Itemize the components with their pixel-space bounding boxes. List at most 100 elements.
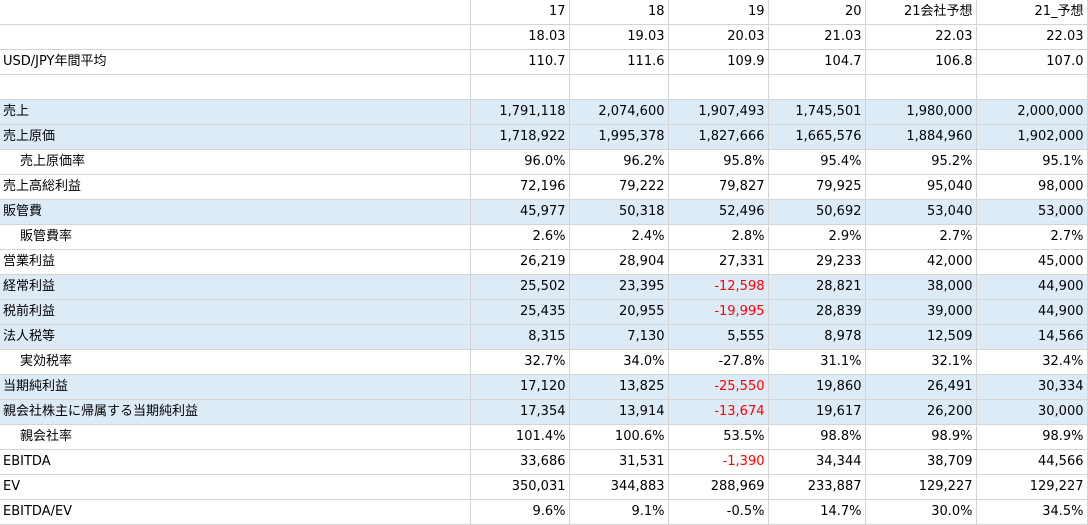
value-cell[interactable]: 28,821 xyxy=(768,274,866,300)
value-cell[interactable]: 9.1% xyxy=(569,499,669,525)
row-label-cell[interactable]: 売上原価 xyxy=(0,124,471,150)
row-label-cell[interactable]: 販管費 xyxy=(0,199,471,225)
value-cell[interactable]: 31.1% xyxy=(768,349,866,375)
value-cell[interactable]: 1,907,493 xyxy=(668,99,769,125)
value-cell[interactable]: 9.6% xyxy=(470,499,570,525)
value-cell[interactable]: 32.7% xyxy=(470,349,570,375)
value-cell[interactable]: 95.1% xyxy=(976,149,1088,175)
row-label-cell[interactable]: 親会社率 xyxy=(0,424,471,450)
value-cell[interactable] xyxy=(668,74,769,100)
value-cell[interactable]: 79,925 xyxy=(768,174,866,200)
header-period-cell[interactable]: 22.03 xyxy=(865,24,977,50)
row-label-cell[interactable]: 売上 xyxy=(0,99,471,125)
value-cell[interactable]: 109.9 xyxy=(668,49,769,75)
value-cell[interactable]: 1,995,378 xyxy=(569,124,669,150)
value-cell[interactable]: 1,902,000 xyxy=(976,124,1088,150)
row-label-cell[interactable]: 当期純利益 xyxy=(0,374,471,400)
value-cell[interactable]: 96.2% xyxy=(569,149,669,175)
value-cell[interactable]: 111.6 xyxy=(569,49,669,75)
value-cell[interactable]: 1,827,666 xyxy=(668,124,769,150)
header-corner-cell[interactable] xyxy=(0,24,471,50)
value-cell[interactable]: 95,040 xyxy=(865,174,977,200)
value-cell[interactable]: 38,000 xyxy=(865,274,977,300)
value-cell[interactable]: 30,334 xyxy=(976,374,1088,400)
value-cell[interactable]: 101.4% xyxy=(470,424,570,450)
value-cell[interactable]: 1,791,118 xyxy=(470,99,570,125)
row-label-cell[interactable] xyxy=(0,74,471,100)
value-cell[interactable]: -13,674 xyxy=(668,399,769,425)
value-cell[interactable]: 1,665,576 xyxy=(768,124,866,150)
value-cell[interactable] xyxy=(768,74,866,100)
value-cell[interactable]: 107.0 xyxy=(976,49,1088,75)
header-corner-cell[interactable] xyxy=(0,0,471,25)
row-label-cell[interactable]: USD/JPY年間平均 xyxy=(0,49,471,75)
value-cell[interactable]: 1,745,501 xyxy=(768,99,866,125)
value-cell[interactable]: 26,219 xyxy=(470,249,570,275)
value-cell[interactable]: 50,318 xyxy=(569,199,669,225)
row-label-cell[interactable]: EV xyxy=(0,474,471,500)
value-cell[interactable]: 288,969 xyxy=(668,474,769,500)
value-cell[interactable]: 26,491 xyxy=(865,374,977,400)
value-cell[interactable]: 32.1% xyxy=(865,349,977,375)
value-cell[interactable]: 17,354 xyxy=(470,399,570,425)
header-fy-cell[interactable]: 19 xyxy=(668,0,769,25)
header-period-cell[interactable]: 21.03 xyxy=(768,24,866,50)
value-cell[interactable]: 44,900 xyxy=(976,299,1088,325)
value-cell[interactable]: -1,390 xyxy=(668,449,769,475)
value-cell[interactable]: 45,000 xyxy=(976,249,1088,275)
value-cell[interactable]: 98.9% xyxy=(865,424,977,450)
value-cell[interactable]: 14,566 xyxy=(976,324,1088,350)
value-cell[interactable]: 106.8 xyxy=(865,49,977,75)
value-cell[interactable] xyxy=(470,74,570,100)
value-cell[interactable]: 2.7% xyxy=(865,224,977,250)
header-fy-cell[interactable]: 17 xyxy=(470,0,570,25)
value-cell[interactable]: 8,978 xyxy=(768,324,866,350)
row-label-cell[interactable]: 営業利益 xyxy=(0,249,471,275)
value-cell[interactable]: 39,000 xyxy=(865,299,977,325)
value-cell[interactable]: 129,227 xyxy=(976,474,1088,500)
row-label-cell[interactable]: EBITDA/EV xyxy=(0,499,471,525)
value-cell[interactable]: 2,074,600 xyxy=(569,99,669,125)
value-cell[interactable]: 26,200 xyxy=(865,399,977,425)
value-cell[interactable]: 344,883 xyxy=(569,474,669,500)
header-fy-cell[interactable]: 21_予想 xyxy=(976,0,1088,25)
value-cell[interactable]: 2.4% xyxy=(569,224,669,250)
value-cell[interactable]: 1,980,000 xyxy=(865,99,977,125)
value-cell[interactable]: 53.5% xyxy=(668,424,769,450)
value-cell[interactable]: 44,566 xyxy=(976,449,1088,475)
value-cell[interactable]: 72,196 xyxy=(470,174,570,200)
value-cell[interactable]: 28,904 xyxy=(569,249,669,275)
value-cell[interactable]: 2.7% xyxy=(976,224,1088,250)
value-cell[interactable]: 350,031 xyxy=(470,474,570,500)
value-cell[interactable]: 27,331 xyxy=(668,249,769,275)
value-cell[interactable]: 19,617 xyxy=(768,399,866,425)
value-cell[interactable]: 50,692 xyxy=(768,199,866,225)
value-cell[interactable]: 33,686 xyxy=(470,449,570,475)
row-label-cell[interactable]: 経常利益 xyxy=(0,274,471,300)
value-cell[interactable]: 42,000 xyxy=(865,249,977,275)
value-cell[interactable]: 233,887 xyxy=(768,474,866,500)
row-label-cell[interactable]: 実効税率 xyxy=(0,349,471,375)
value-cell[interactable] xyxy=(976,74,1088,100)
value-cell[interactable]: 19,860 xyxy=(768,374,866,400)
value-cell[interactable]: 34,344 xyxy=(768,449,866,475)
row-label-cell[interactable]: 法人税等 xyxy=(0,324,471,350)
value-cell[interactable]: 1,884,960 xyxy=(865,124,977,150)
value-cell[interactable]: -25,550 xyxy=(668,374,769,400)
value-cell[interactable]: 98.9% xyxy=(976,424,1088,450)
row-label-cell[interactable]: 販管費率 xyxy=(0,224,471,250)
value-cell[interactable]: 20,955 xyxy=(569,299,669,325)
header-period-cell[interactable]: 20.03 xyxy=(668,24,769,50)
value-cell[interactable]: 79,222 xyxy=(569,174,669,200)
value-cell[interactable]: 38,709 xyxy=(865,449,977,475)
value-cell[interactable]: 53,040 xyxy=(865,199,977,225)
value-cell[interactable]: 44,900 xyxy=(976,274,1088,300)
value-cell[interactable]: -19,995 xyxy=(668,299,769,325)
row-label-cell[interactable]: 売上原価率 xyxy=(0,149,471,175)
value-cell[interactable]: 12,509 xyxy=(865,324,977,350)
value-cell[interactable]: 31,531 xyxy=(569,449,669,475)
value-cell[interactable]: 5,555 xyxy=(668,324,769,350)
value-cell[interactable]: 25,502 xyxy=(470,274,570,300)
value-cell[interactable]: 95.8% xyxy=(668,149,769,175)
value-cell[interactable]: 34.0% xyxy=(569,349,669,375)
